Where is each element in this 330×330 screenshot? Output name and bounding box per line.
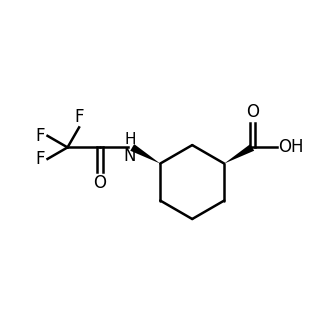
Text: F: F xyxy=(36,150,45,168)
Text: H: H xyxy=(124,132,136,148)
Text: O: O xyxy=(246,103,259,121)
Polygon shape xyxy=(130,144,160,164)
Text: N: N xyxy=(124,148,136,165)
Text: F: F xyxy=(36,127,45,145)
Text: OH: OH xyxy=(279,138,304,156)
Text: F: F xyxy=(74,108,84,126)
Text: O: O xyxy=(93,174,106,192)
Polygon shape xyxy=(224,144,254,164)
